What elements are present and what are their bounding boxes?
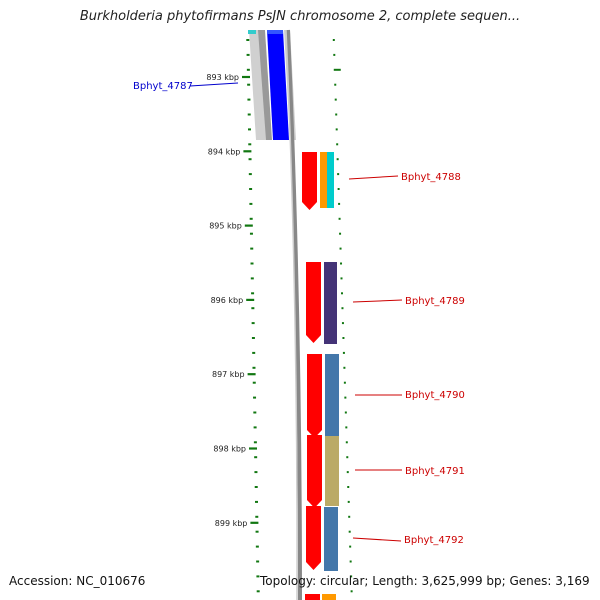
gene-labels: Bphyt_4787 Bphyt_4788 Bphyt_4789 Bphyt_4790… [133,81,465,546]
cog-strip [324,262,337,344]
ruler-tick-label: 896 kbp [211,296,244,305]
cog-strip [324,507,338,571]
map-title: Burkholderia phytofirmans PsJN chromosom… [79,9,521,24]
gene-leader-line [352,299,403,303]
gene-bphyt-4790[interactable] [307,354,322,438]
gene-label[interactable]: Bphyt_4787 [133,81,193,92]
backbone [248,29,302,600]
gene-bphyt-4788[interactable] [302,152,317,210]
accession-text: Accession: NC_010676 [9,574,146,588]
gene-bphyt-4791[interactable] [307,435,322,508]
gene-bphyt-4787[interactable] [267,30,289,140]
cog-strip [325,354,339,436]
gene-leader-line [352,537,402,542]
gene-leader-line [348,175,399,180]
gene-label[interactable]: Bphyt_4788 [401,172,461,183]
ruler-tick-label: 895 kbp [209,222,242,231]
cog-strip [325,436,339,506]
feature-track [302,152,339,600]
gene-label[interactable]: Bphyt_4792 [404,535,464,546]
gene-partial[interactable] [305,594,320,600]
gene-label[interactable]: Bphyt_4789 [405,296,465,307]
backbone-shade [258,30,272,140]
gene-bphyt-4789[interactable] [306,262,321,343]
backbone-line [286,29,302,600]
topology-text: Topology: circular; Length: 3,625,999 bp… [260,574,590,588]
ruler-tick-label: 898 kbp [213,445,246,454]
cog-strip [248,30,256,34]
ruler-tick-label: 897 kbp [212,370,245,379]
cog-strip [267,30,283,34]
ruler-tick-label: 899 kbp [215,519,248,528]
gene-bphyt-4792[interactable] [306,506,321,570]
ruler-tick-label: 893 kbp [206,73,239,82]
ruler: 893 kbp 894 kbp 895 kbp 896 kbp 897 kbp 898 k… [206,39,353,593]
gene-label[interactable]: Bphyt_4791 [405,466,465,477]
backbone-line [285,29,298,600]
cog-strip [320,152,327,208]
ruler-tick-label: 894 kbp [208,147,241,156]
cog-strip [327,152,334,208]
gene-leader-line [189,82,239,87]
gene-label[interactable]: Bphyt_4790 [405,390,465,401]
cog-strip [322,594,336,600]
